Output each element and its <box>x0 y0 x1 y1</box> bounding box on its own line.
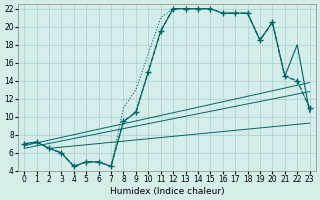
X-axis label: Humidex (Indice chaleur): Humidex (Indice chaleur) <box>109 187 224 196</box>
